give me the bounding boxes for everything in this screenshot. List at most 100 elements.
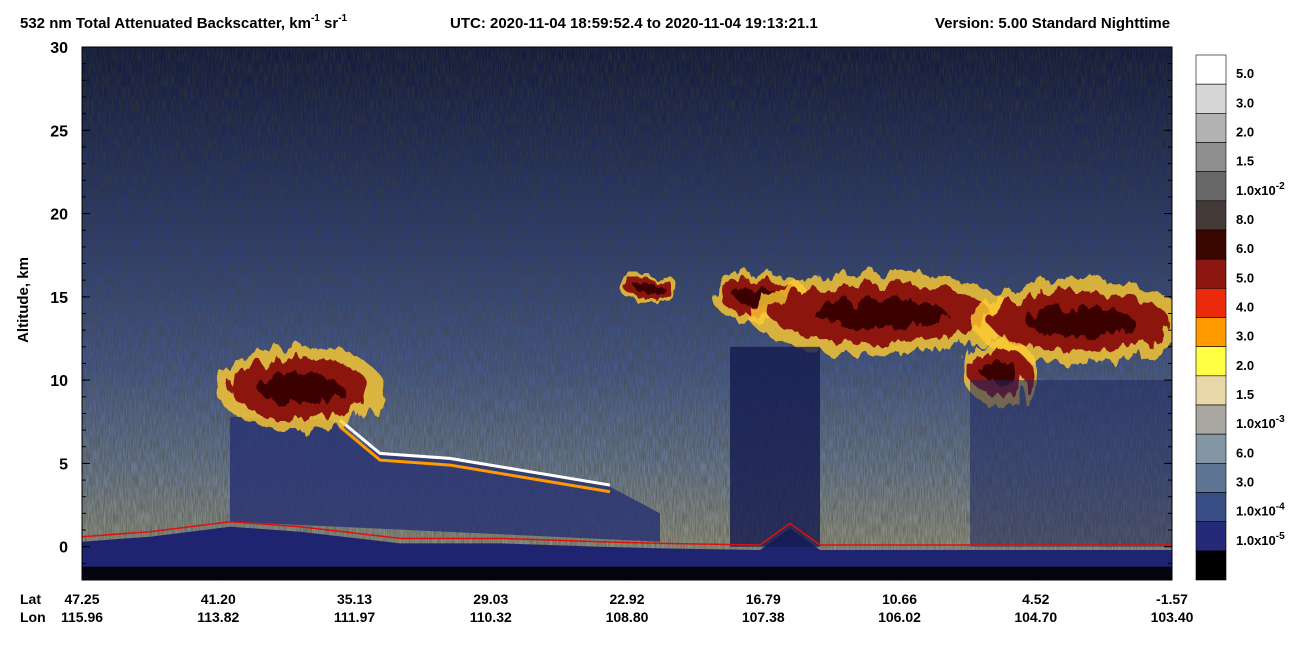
clouds xyxy=(82,271,1172,580)
y-tick-label: 5 xyxy=(59,456,68,473)
colorbar-label-base: 1.0x10 xyxy=(1236,504,1276,519)
lat-label: 22.92 xyxy=(609,591,644,607)
colorbar-swatch xyxy=(1195,200,1227,231)
colorbar-label-base: 1.0x10 xyxy=(1236,416,1276,431)
colorbar-swatch xyxy=(1195,171,1227,202)
colorbar-swatch xyxy=(1195,142,1227,172)
colorbar-swatch xyxy=(1195,54,1227,85)
cirrus xyxy=(814,298,946,329)
colorbar-label-exp: -5 xyxy=(1276,531,1285,542)
colorbar-swatch xyxy=(1195,317,1227,347)
lat-label: -1.57 xyxy=(1156,591,1188,607)
lat-label: 10.66 xyxy=(882,591,917,607)
colorbar-label-base: 8.0 xyxy=(1236,212,1254,227)
low-cloud-deck xyxy=(230,416,660,542)
cirrus xyxy=(635,283,665,294)
colorbar-label: 5.0 xyxy=(1236,66,1254,81)
lon-label: 111.97 xyxy=(334,609,375,625)
title-unit: sr xyxy=(320,15,339,32)
colorbar-label: 1.0x10-2 xyxy=(1236,181,1285,198)
lon-label: 107.38 xyxy=(742,609,785,625)
lon-label: 103.40 xyxy=(1151,609,1194,625)
lon-label: 110.32 xyxy=(470,609,512,625)
colorbar-label-base: 1.5 xyxy=(1236,387,1254,402)
colorbar-label-base: 3.0 xyxy=(1236,329,1254,344)
lat-label: 35.13 xyxy=(337,591,372,607)
lat-label: 29.03 xyxy=(473,591,508,607)
y-axis-label: Altitude, km xyxy=(15,257,32,343)
title-version: Version: 5.00 Standard Nighttime xyxy=(935,15,1170,32)
colorbar-label-base: 5.0 xyxy=(1236,66,1254,81)
y-tick-label: 30 xyxy=(50,40,68,57)
chart-title: 532 nm Total Attenuated Backscatter, km-… xyxy=(20,13,348,32)
colorbar-label-exp: -4 xyxy=(1276,502,1285,513)
colorbar-label-base: 6.0 xyxy=(1236,241,1254,256)
colorbar-label: 1.0x10-3 xyxy=(1236,414,1285,431)
colorbar-swatch xyxy=(1195,229,1227,260)
colorbar-swatch xyxy=(1195,288,1227,318)
colorbar-label-base: 2.0 xyxy=(1236,125,1254,140)
colorbar-swatch xyxy=(1195,433,1227,464)
title-exp: -1 xyxy=(311,13,320,24)
colorbar-swatch xyxy=(1195,113,1227,143)
x-row-label: Lon xyxy=(20,609,46,625)
colorbar-label-base: 3.0 xyxy=(1236,475,1254,490)
colorbar-label: 3.0 xyxy=(1236,95,1254,110)
colorbar-label-exp: -2 xyxy=(1276,181,1285,192)
colorbar-swatch xyxy=(1195,83,1227,114)
colorbar-swatch xyxy=(1195,550,1227,581)
colorbar-swatch xyxy=(1195,521,1227,552)
title-main: 532 nm Total Attenuated Backscatter, km xyxy=(20,15,311,32)
colorbar-label: 6.0 xyxy=(1236,445,1254,460)
lon-label: 113.82 xyxy=(197,609,239,625)
lat-label: 4.52 xyxy=(1022,591,1049,607)
cloud-top xyxy=(339,425,611,494)
lat-label: 47.25 xyxy=(64,591,99,607)
colorbar-label: 2.0 xyxy=(1236,125,1254,140)
colorbar-swatch xyxy=(1195,492,1227,522)
colorbar-label: 1.0x10-5 xyxy=(1236,531,1285,548)
lon-label: 106.02 xyxy=(878,609,921,625)
colorbar-label: 5.0 xyxy=(1236,270,1254,285)
cloud-top xyxy=(339,418,611,487)
plot-area xyxy=(82,47,1172,580)
lat-label: 41.20 xyxy=(201,591,236,607)
lon-label: 108.80 xyxy=(606,609,649,625)
colorbar-label-base: 3.0 xyxy=(1236,95,1254,110)
x-row-label: Lat xyxy=(20,591,41,607)
lon-label: 115.96 xyxy=(61,609,103,625)
title-time: UTC: 2020-11-04 18:59:52.4 to 2020-11-04… xyxy=(450,15,818,32)
colorbar-swatch xyxy=(1195,404,1227,435)
colorbar-swatch xyxy=(1195,463,1227,493)
colorbar-label: 3.0 xyxy=(1236,329,1254,344)
axes: 0 5 10 15 20 25 30 Lat Lon 47.25 115.96 41.20 113.82… xyxy=(20,40,1285,625)
title-exp: -1 xyxy=(338,13,347,24)
colorbar-label-base: 1.0x10 xyxy=(1236,533,1276,548)
colorbar-label-base: 2.0 xyxy=(1236,358,1254,373)
colorbar-label: 8.0 xyxy=(1236,212,1254,227)
surface-line xyxy=(82,520,1172,546)
colorbar-label-base: 4.0 xyxy=(1236,300,1254,315)
colorbar-label: 4.0 xyxy=(1236,300,1254,315)
colorbar-label: 6.0 xyxy=(1236,241,1254,256)
colorbar-label-base: 5.0 xyxy=(1236,270,1254,285)
colorbar-label: 1.5 xyxy=(1236,154,1254,169)
shadow xyxy=(730,346,820,547)
cirrus xyxy=(1026,306,1134,337)
colorbar-label: 1.5 xyxy=(1236,387,1254,402)
colorbar-swatch xyxy=(1195,258,1227,289)
colorbar-label-exp: -3 xyxy=(1276,414,1285,425)
y-tick-label: 10 xyxy=(50,373,68,390)
cirrus xyxy=(258,373,342,404)
y-tick-label: 25 xyxy=(50,123,68,140)
colorbar-label-base: 6.0 xyxy=(1236,445,1254,460)
y-tick-label: 0 xyxy=(59,540,68,557)
shadow xyxy=(970,380,1172,547)
colorbar-swatch xyxy=(1195,375,1227,406)
colorbar-swatch xyxy=(1195,346,1227,377)
colorbar-label-base: 1.0x10 xyxy=(1236,183,1276,198)
colorbar-label: 2.0 xyxy=(1236,358,1254,373)
y-tick-label: 15 xyxy=(50,290,68,307)
colorbar-label: 1.0x10-4 xyxy=(1236,502,1285,519)
